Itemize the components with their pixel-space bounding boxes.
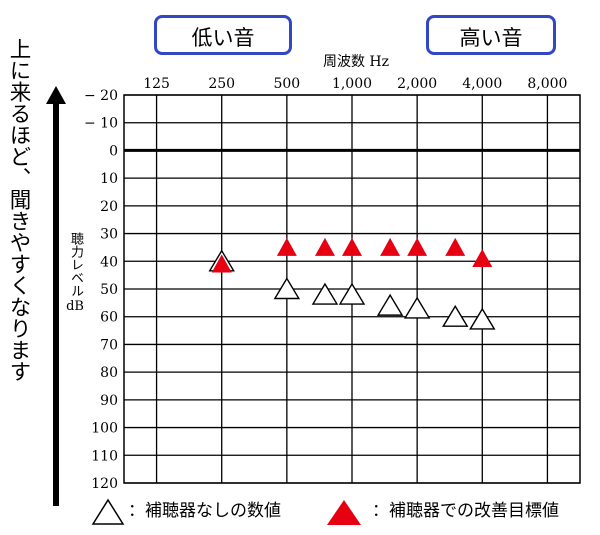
unaided-point	[311, 282, 339, 305]
legend-unaided-text: ：補聴器なしの数値	[128, 501, 281, 521]
y-tick-label: 30	[100, 227, 118, 243]
up-arrow-icon	[46, 86, 66, 506]
target-point	[445, 237, 466, 256]
unaided-point	[376, 293, 404, 316]
x-tick-label: 2,000	[397, 76, 437, 92]
unaided-point	[469, 307, 496, 330]
target-point	[380, 237, 401, 256]
unaided-point	[273, 277, 301, 300]
x-axis-label: 周波数 Hz	[323, 54, 389, 70]
y-tick-label: 120	[91, 476, 118, 492]
target-point	[276, 237, 297, 256]
y-tick-label: 50	[100, 282, 118, 298]
high-sound-label: 高い音	[426, 15, 556, 55]
target-point	[407, 237, 428, 256]
x-tick-labels: 125 250 500 1,000 2,000 4,000 8,000	[143, 76, 567, 92]
target-point	[314, 237, 335, 256]
x-tick-label: 1,000	[332, 76, 372, 92]
y-tick-label: 70	[100, 337, 118, 353]
y-tick-label: 0	[109, 143, 118, 159]
x-tick-label: 4,000	[462, 76, 502, 92]
x-tick-label: 125	[143, 76, 170, 92]
unaided-point	[338, 282, 366, 305]
y-axis-title: 聴力レベル	[68, 232, 83, 297]
legend-unaided-icon	[91, 498, 125, 525]
legend-target-text: ：補聴器での改善目標値	[372, 501, 559, 521]
y-tick-label: 80	[100, 365, 118, 381]
target-point	[472, 249, 493, 268]
y-tick-label: 60	[100, 310, 118, 326]
y-tick-label: 110	[91, 448, 118, 464]
x-tick-label: 250	[208, 76, 235, 92]
unaided-point	[403, 296, 431, 319]
y-tick-label: 10	[100, 171, 118, 187]
y-tick-label: 100	[91, 421, 118, 437]
x-tick-label: 500	[273, 76, 300, 92]
y-tick-label: 40	[100, 254, 118, 270]
low-sound-label: 低い音	[154, 15, 292, 55]
target-point	[342, 237, 362, 256]
y-tick-label: − 20	[84, 88, 118, 104]
unaided-point	[442, 304, 469, 327]
x-tick-label: 8,000	[527, 76, 567, 92]
y-tick-label: 20	[100, 199, 118, 215]
legend-target-icon	[327, 500, 361, 525]
y-tick-labels: − 20 − 10 0 10 20 30 40 50 60 70 80 90 100 110 120	[84, 88, 118, 492]
target-point	[211, 254, 232, 273]
ease-of-hearing-caption: 上に来るほど、聞きやすくなります	[6, 38, 31, 382]
y-tick-label: − 10	[84, 116, 118, 132]
y-axis-unit: dB	[66, 299, 84, 314]
chart-marks	[208, 237, 496, 330]
y-axis-label: 聴力レベル dB	[64, 232, 86, 314]
chart-grid	[123, 94, 581, 484]
y-tick-label: 90	[100, 393, 118, 409]
